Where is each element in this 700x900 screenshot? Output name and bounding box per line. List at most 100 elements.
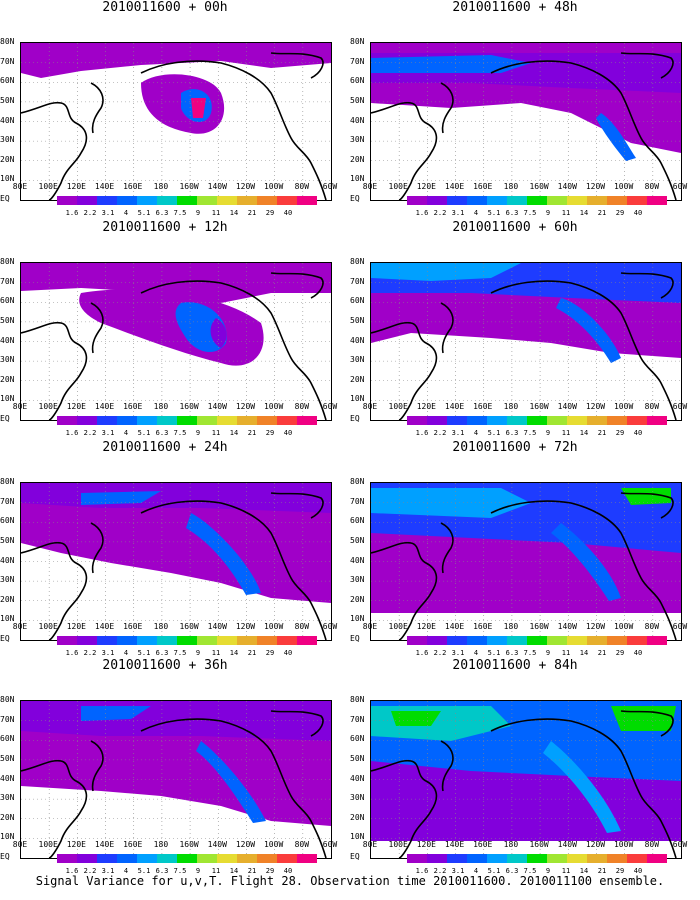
longitude-label: 160W <box>179 182 199 191</box>
colorbar <box>407 196 667 205</box>
colorbar-label: 9 <box>195 867 201 875</box>
latitude-label: 20N <box>350 154 365 164</box>
colorbar-label: 3.1 <box>101 649 115 657</box>
colorbar-label: 3.1 <box>101 209 115 217</box>
colorbar-label: 7.5 <box>523 649 537 657</box>
colorbar-label: 2.2 <box>83 429 97 437</box>
latitude-label: 80N <box>350 477 365 486</box>
colorbar-swatch <box>647 854 667 863</box>
colorbar-label: 40 <box>283 649 293 657</box>
colorbar-swatch <box>197 636 217 645</box>
longitude-label: 140W <box>207 402 227 411</box>
variance-map <box>20 262 332 421</box>
colorbar-label: 29 <box>265 867 275 875</box>
colorbar-swatch <box>407 196 427 205</box>
colorbar <box>57 854 317 863</box>
latitude-label: 60N <box>350 734 365 744</box>
variance-contour-fill <box>210 318 227 348</box>
longitude-label: 80E <box>362 182 378 191</box>
colorbar-swatch <box>297 416 317 425</box>
colorbar-swatch <box>97 636 117 645</box>
colorbar-swatch <box>137 854 157 863</box>
latitude-label: 30N <box>0 135 15 145</box>
colorbar-label: 1.6 <box>65 649 79 657</box>
longitude-label: 160E <box>123 402 143 411</box>
longitude-label: 100E <box>388 622 408 631</box>
colorbar-swatch <box>547 416 567 425</box>
colorbar-label: 4 <box>473 649 479 657</box>
latitude-label: EQ <box>0 194 10 203</box>
colorbar-label: 9 <box>545 429 551 437</box>
colorbar-swatch <box>587 854 607 863</box>
colorbar-swatch <box>117 416 137 425</box>
colorbar-swatch <box>157 416 177 425</box>
coastline <box>270 710 324 737</box>
latitude-label: 80N <box>350 695 365 704</box>
colorbar-swatch <box>117 854 137 863</box>
colorbar-label: 6.3 <box>155 649 169 657</box>
colorbar-swatch <box>237 416 257 425</box>
coastline <box>620 710 674 737</box>
map-panel: 2010011600 + 36h 80N 70N 60N 50N 40N 30N 20N 10N… <box>0 658 337 875</box>
latitude-label: 40N <box>350 335 365 345</box>
longitude-label: 100W <box>613 622 634 631</box>
longitude-label: 100W <box>263 622 284 631</box>
longitude-label: 80W <box>294 840 310 849</box>
colorbar-swatch <box>177 854 197 863</box>
latitude-label: 70N <box>0 56 15 66</box>
latitude-label: 30N <box>350 793 365 803</box>
colorbar-swatch <box>427 196 447 205</box>
colorbar-label: 14 <box>579 649 589 657</box>
colorbar-swatch <box>117 636 137 645</box>
panel-title: 2010011600 + 36h <box>102 658 228 673</box>
colorbar-label: 5.1 <box>487 649 501 657</box>
coastline <box>90 82 104 134</box>
colorbar-label: 21 <box>247 867 257 875</box>
longitude-label: 120W <box>585 402 606 411</box>
longitude-label: 80W <box>644 182 660 191</box>
map-graphic <box>21 263 331 420</box>
coastline <box>90 302 104 354</box>
colorbar-swatch <box>647 416 667 425</box>
latitude-label: 40N <box>0 773 15 783</box>
latitude-label: 20N <box>0 594 15 604</box>
colorbar-swatch <box>137 636 157 645</box>
latitude-label: 80N <box>350 257 365 266</box>
colorbar-swatch <box>607 196 627 205</box>
colorbar-label: 40 <box>633 209 643 217</box>
colorbar-labels: 1.6 2.2 3.1 4 5.1 6.3 7.5 9 11 14 21 29 40 <box>57 649 317 659</box>
longitude-label: 180 <box>503 622 519 631</box>
colorbar-label: 3.1 <box>451 867 465 875</box>
colorbar <box>57 196 317 205</box>
map-panel: 2010011600 + 12h 80N 70N 60N 50N 40N 30N 20N 10N… <box>0 220 337 437</box>
colorbar-label: 4 <box>123 867 129 875</box>
colorbar-swatch <box>407 636 427 645</box>
colorbar-label: 3.1 <box>451 429 465 437</box>
longitude-label: 180 <box>153 182 169 191</box>
coastline <box>90 740 104 792</box>
colorbar-label: 14 <box>579 209 589 217</box>
colorbar-label: 1.6 <box>65 209 79 217</box>
colorbar-swatch <box>487 636 507 645</box>
coastline <box>371 541 438 640</box>
longitude-label: 140W <box>557 622 577 631</box>
colorbar-swatch <box>487 416 507 425</box>
longitude-label: 100W <box>263 402 284 411</box>
colorbar-swatch <box>97 854 117 863</box>
colorbar-swatch <box>627 854 647 863</box>
colorbar-label: 11 <box>561 209 571 217</box>
colorbar-swatch <box>567 196 587 205</box>
longitude-label: 60W <box>322 840 338 849</box>
colorbar <box>57 636 317 645</box>
colorbar-label: 21 <box>597 209 607 217</box>
coastline <box>440 522 454 574</box>
longitude-label: 160E <box>473 622 493 631</box>
latitude-label: 40N <box>0 335 15 345</box>
colorbar-labels: 1.6 2.2 3.1 4 5.1 6.3 7.5 9 11 14 21 29 40 <box>407 209 667 219</box>
colorbar-swatch <box>137 416 157 425</box>
longitude-label: 60W <box>672 840 688 849</box>
colorbar-label: 2.2 <box>83 209 97 217</box>
colorbar-swatch <box>527 416 547 425</box>
longitude-label: 80W <box>644 840 660 849</box>
